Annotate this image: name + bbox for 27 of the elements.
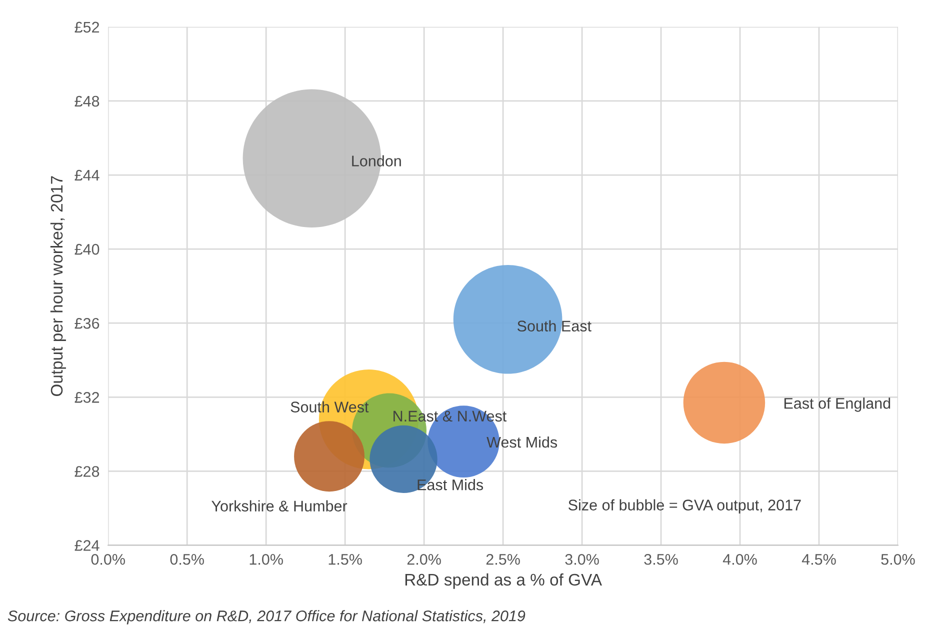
series-label: London	[352, 155, 401, 166]
y-tick-label: £48	[74, 96, 100, 107]
y-tick-label: £28	[74, 466, 100, 477]
x-tick-label: 2.5%	[486, 554, 520, 565]
y-tick-label: £44	[74, 170, 100, 181]
y-tick-label: £52	[74, 22, 100, 33]
y-tick-label: £24	[74, 540, 100, 551]
x-tick-label: 1.5%	[328, 554, 362, 565]
x-tick-label: 1.0%	[250, 554, 283, 565]
x-axis-title: R&D spend as a % of GVA	[405, 573, 602, 589]
x-tick-label: 4.0%	[722, 554, 757, 565]
series-label: East of England	[784, 398, 890, 412]
x-tick-label: 4.5%	[802, 554, 836, 565]
series-label: South East	[517, 320, 592, 332]
y-tick-label: £32	[74, 392, 100, 403]
y-tick-label: £36	[74, 318, 100, 329]
y-tick-label: £40	[74, 244, 100, 255]
source-note: Source: Gross Expenditure on R&D, 2017 Office for National Statistics, 2019	[8, 610, 526, 624]
x-tick-label: 3.5%	[644, 554, 678, 565]
x-tick-label: 3.0%	[565, 554, 599, 565]
x-tick-label: 0.5%	[170, 554, 204, 565]
annotation: Size of bubble = GVA output, 2017	[568, 499, 801, 514]
y-axis-title: Output per hour worked, 2017	[50, 176, 66, 396]
x-tick-label: 0.0%	[91, 554, 125, 565]
series-label: Yorkshire & Humber	[212, 500, 348, 512]
x-tick-label: 2.0%	[407, 554, 441, 565]
x-tick-label: 5.0%	[881, 554, 915, 565]
